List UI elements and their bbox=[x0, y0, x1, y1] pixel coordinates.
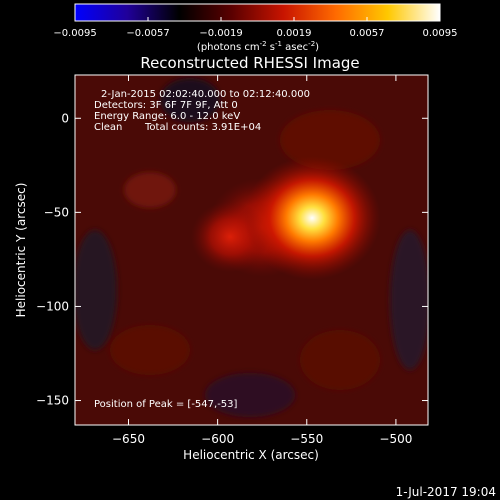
x-tick-label: −550 bbox=[290, 432, 323, 446]
dark-region bbox=[390, 230, 428, 370]
heatmap-image bbox=[75, 75, 428, 425]
heatmap-texture bbox=[75, 78, 428, 417]
plot-area: −650 −600 −550 −500 0 −50 −100 −150 2-Jan-2015… bbox=[36, 74, 429, 446]
chart-title: Reconstructed RHESSI Image bbox=[140, 54, 359, 72]
x-axis-ticks: −650 −600 −550 −500 bbox=[112, 75, 412, 446]
bright-region bbox=[110, 325, 190, 375]
colorbar-tick-label: 0.0057 bbox=[350, 28, 385, 39]
x-tick-label: −600 bbox=[201, 432, 234, 446]
emission-source bbox=[243, 156, 381, 280]
dark-region bbox=[205, 373, 295, 417]
annotation-detectors: Detectors: 3F 6F 7F 9F, Att 0 bbox=[94, 100, 238, 111]
x-tick-label: −500 bbox=[379, 432, 412, 446]
colorbar-scale bbox=[74, 3, 441, 22]
bright-region bbox=[300, 330, 380, 390]
footer-timestamp: 1-Jul-2017 19:04 bbox=[396, 485, 496, 499]
colorbar-tick-label: 0.0095 bbox=[423, 28, 458, 39]
colorbar-ticks: −0.0095 −0.0057 −0.0019 0.0019 0.0057 0.0095 bbox=[53, 17, 458, 39]
colorbar-tick-label: −0.0057 bbox=[126, 28, 169, 39]
plot-frame bbox=[74, 74, 429, 426]
colorbar-tick-label: −0.0095 bbox=[53, 28, 96, 39]
y-tick-label: −150 bbox=[36, 394, 69, 408]
x-tick-label: −650 bbox=[112, 432, 145, 446]
y-tick-label: −50 bbox=[44, 205, 69, 219]
y-axis-label: Heliocentric Y (arcsec) bbox=[14, 183, 28, 318]
annotation-energy-range: Energy Range: 6.0 - 12.0 keV bbox=[94, 111, 240, 122]
colorbar-tick-label: −0.0019 bbox=[199, 28, 242, 39]
colorbar: −0.0095 −0.0057 −0.0019 0.0019 0.0057 0.0095 … bbox=[53, 3, 458, 53]
annotation-peak-position: Position of Peak = [-547,-53] bbox=[94, 399, 238, 410]
colorbar-tick-label: 0.0019 bbox=[277, 28, 312, 39]
colorbar-unit-label: (photons cm-2 s-1 asec-2) bbox=[197, 40, 319, 53]
x-axis-label: Heliocentric X (arcsec) bbox=[183, 448, 319, 462]
y-tick-label: −100 bbox=[36, 299, 69, 313]
dark-region bbox=[75, 230, 117, 350]
bright-region bbox=[124, 172, 176, 208]
annotation-method: Clean bbox=[94, 122, 122, 133]
annotation-total-counts: Total counts: 3.91E+04 bbox=[144, 122, 261, 133]
y-tick-label: 0 bbox=[61, 111, 69, 125]
y-axis-ticks: 0 −50 −100 −150 bbox=[36, 111, 428, 408]
annotation-time-range: 2-Jan-2015 02:02:40.000 to 02:12:40.000 bbox=[101, 89, 310, 100]
bright-region bbox=[280, 110, 380, 170]
sources-layer bbox=[190, 156, 381, 280]
dark-region bbox=[160, 78, 220, 122]
